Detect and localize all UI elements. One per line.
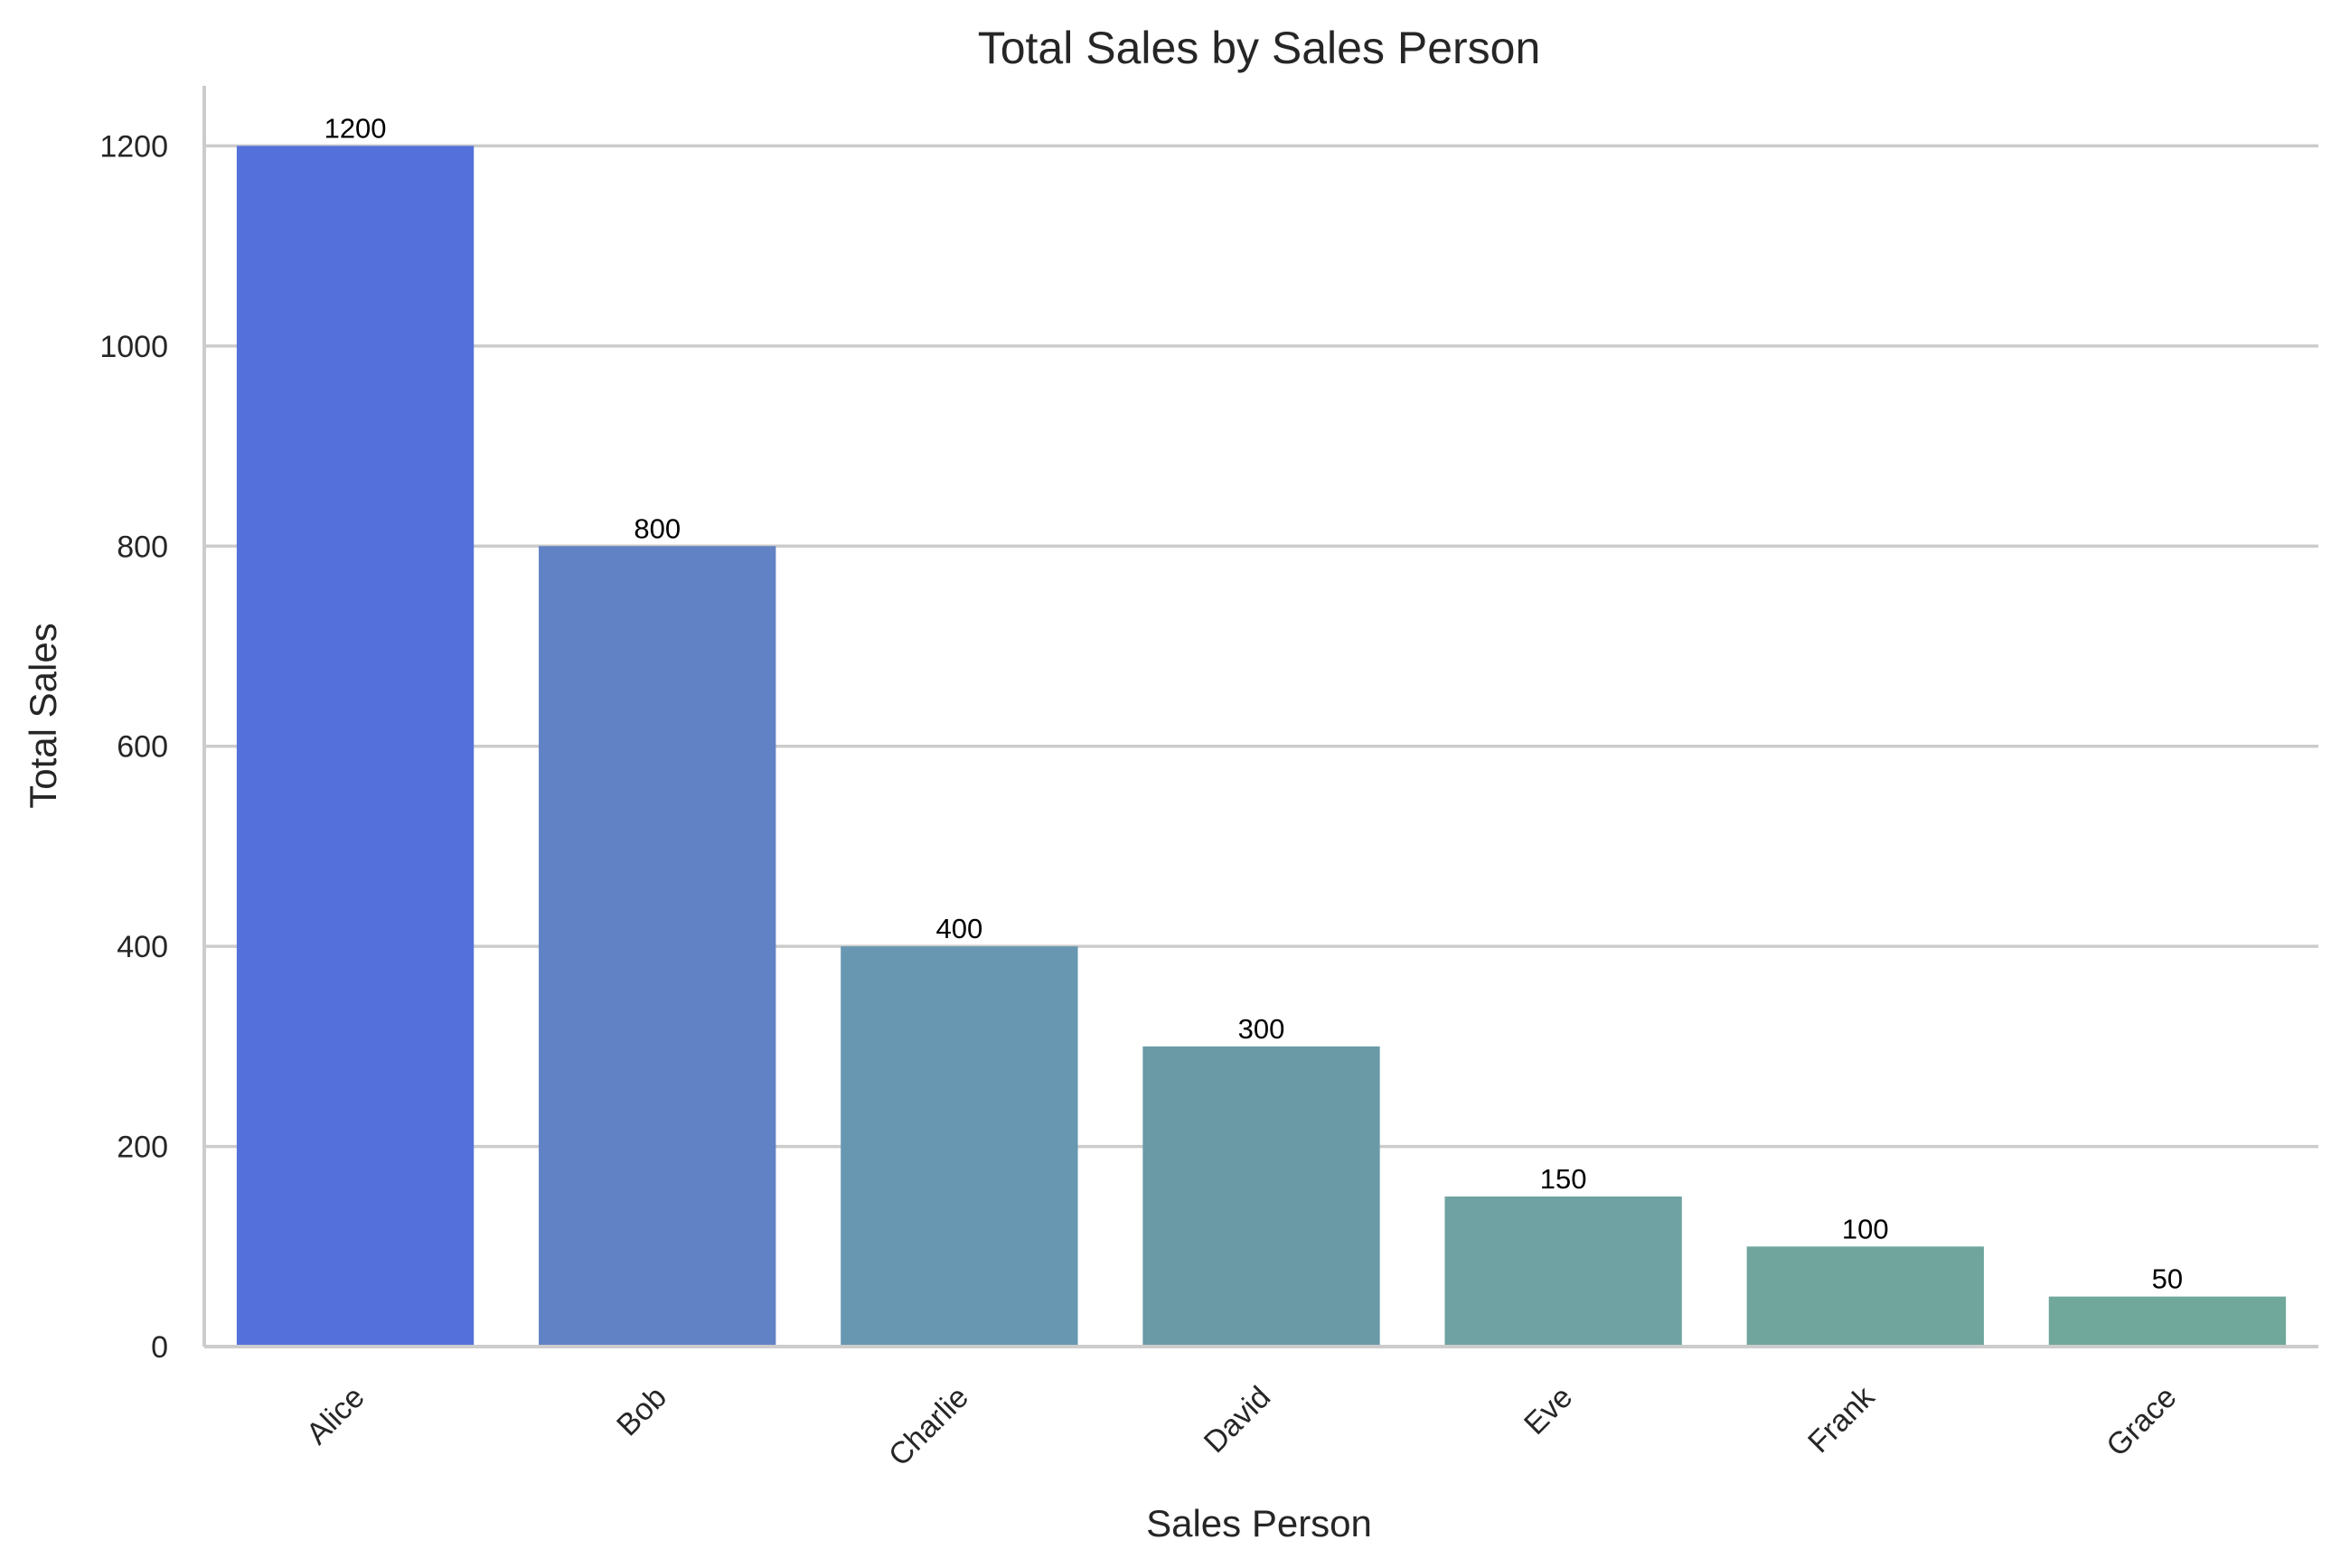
bar-charlie bbox=[841, 946, 1078, 1347]
bar-value-label: 50 bbox=[2152, 1263, 2183, 1295]
x-axis-label: Sales Person bbox=[1146, 1502, 1372, 1545]
bar-grace bbox=[2048, 1296, 2287, 1347]
y-axis-ticks: 0 200 400 600 800 1000 1200 bbox=[99, 129, 168, 1365]
y-tick-label: 0 bbox=[151, 1330, 168, 1365]
bar-value-label: 800 bbox=[634, 512, 681, 544]
bar-david bbox=[1142, 1046, 1380, 1347]
bars bbox=[236, 146, 2287, 1347]
bar-eve bbox=[1444, 1196, 1682, 1347]
bar-value-label: 400 bbox=[935, 913, 982, 944]
x-tick-label: Alice bbox=[300, 1380, 371, 1451]
gridlines bbox=[204, 144, 2318, 1149]
bar-alice bbox=[236, 146, 475, 1347]
y-tick-label: 800 bbox=[117, 530, 168, 564]
y-tick-label: 600 bbox=[117, 730, 168, 765]
y-tick-label: 400 bbox=[117, 930, 168, 964]
x-axis-ticks: Alice Bob Charlie David Eve Frank Grace bbox=[300, 1379, 2184, 1473]
bar-value-label: 150 bbox=[1540, 1163, 1587, 1195]
bar-bob bbox=[539, 546, 776, 1347]
bar-frank bbox=[1746, 1246, 1984, 1347]
x-tick-label: Bob bbox=[610, 1380, 673, 1443]
x-tick-label: Charlie bbox=[882, 1380, 975, 1473]
bar-value-label: 1200 bbox=[324, 112, 387, 144]
bar-value-label: 100 bbox=[1842, 1213, 1889, 1244]
y-axis-label: Total Sales bbox=[22, 623, 64, 808]
x-tick-label: Grace bbox=[2100, 1380, 2183, 1463]
y-tick-label: 1200 bbox=[99, 129, 168, 164]
bar-value-label: 300 bbox=[1238, 1013, 1285, 1045]
y-tick-label: 200 bbox=[117, 1131, 168, 1165]
x-tick-label: David bbox=[1198, 1380, 1277, 1460]
bar-value-labels: 1200 800 400 300 150 100 50 bbox=[324, 112, 2184, 1294]
chart-title: Total Sales by Sales Person bbox=[978, 23, 1541, 73]
x-tick-label: Frank bbox=[1801, 1379, 1882, 1460]
y-tick-label: 1000 bbox=[99, 330, 168, 364]
x-tick-label: Eve bbox=[1518, 1380, 1579, 1441]
